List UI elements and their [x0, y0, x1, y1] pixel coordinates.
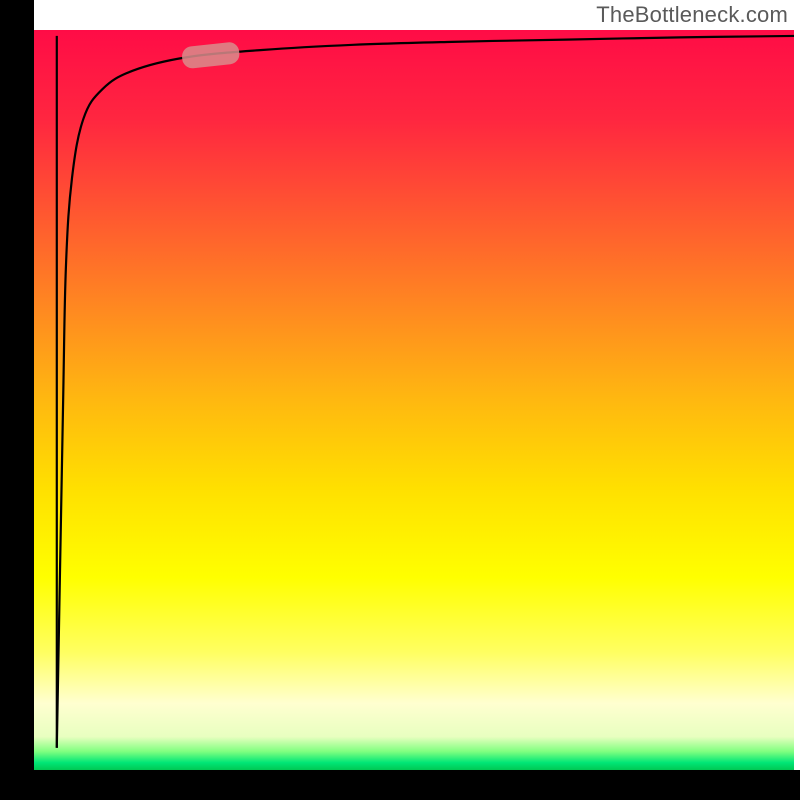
bottleneck-chart — [0, 0, 800, 800]
y-axis — [0, 0, 34, 800]
gradient-background — [34, 30, 794, 770]
plot-area — [0, 0, 800, 800]
chart-container: TheBottleneck.com — [0, 0, 800, 800]
x-axis — [0, 770, 800, 800]
attribution-text: TheBottleneck.com — [596, 2, 788, 28]
